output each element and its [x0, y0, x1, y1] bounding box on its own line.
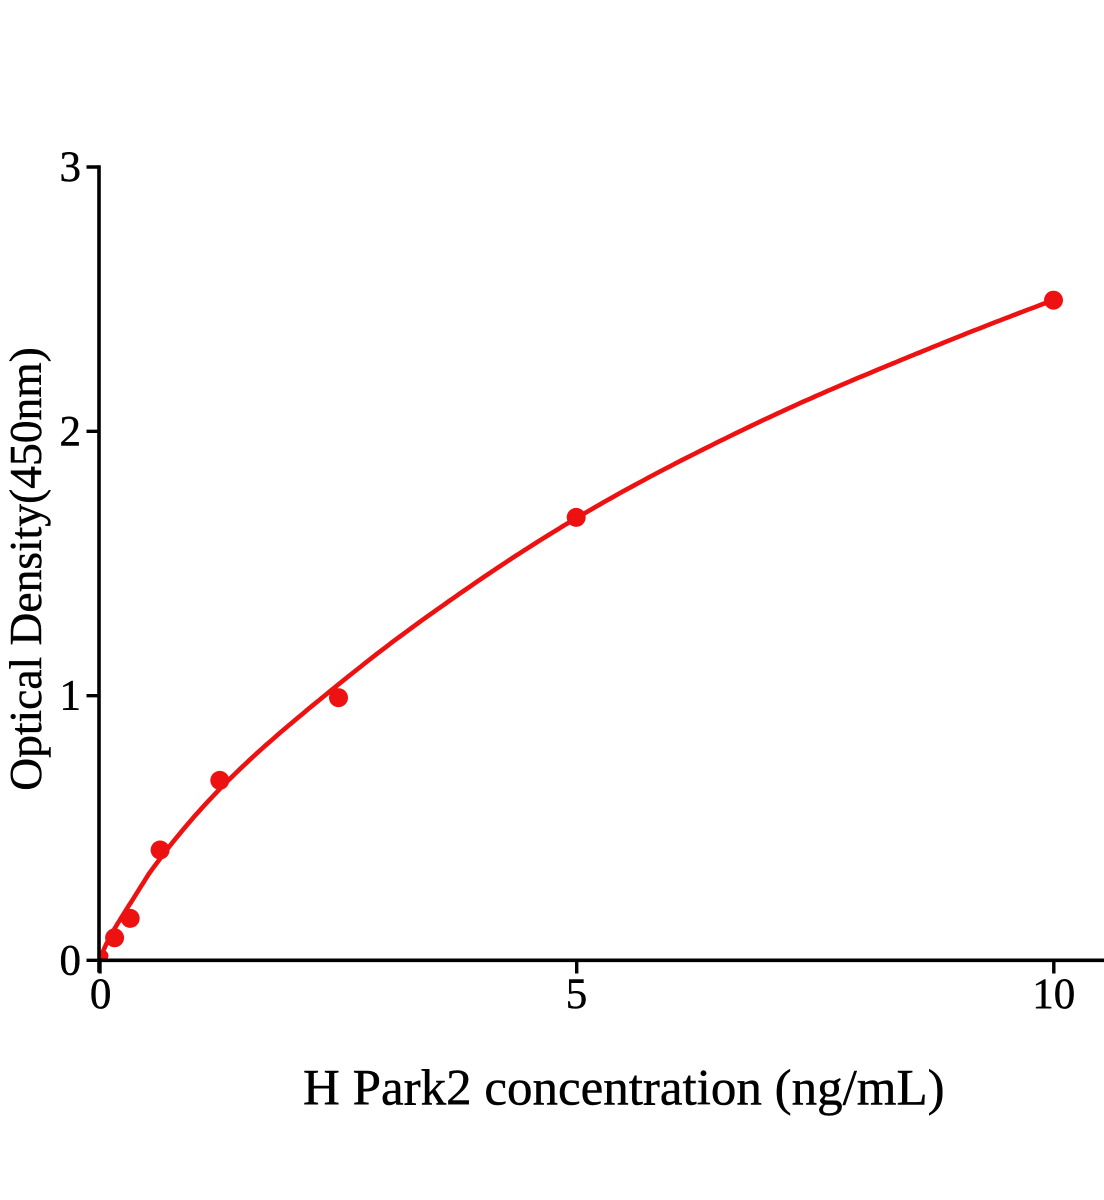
svg-text:10: 10 — [1032, 971, 1075, 1018]
svg-text:3: 3 — [60, 144, 82, 191]
svg-text:2: 2 — [60, 408, 82, 455]
svg-text:Optical Density(450nm): Optical Density(450nm) — [0, 347, 51, 791]
svg-text:0: 0 — [60, 937, 82, 984]
svg-text:1: 1 — [60, 673, 82, 720]
svg-text:H Park2 concentration (ng/mL): H Park2 concentration (ng/mL) — [303, 1061, 945, 1117]
svg-text:5: 5 — [566, 971, 588, 1018]
svg-text:0: 0 — [90, 971, 112, 1018]
